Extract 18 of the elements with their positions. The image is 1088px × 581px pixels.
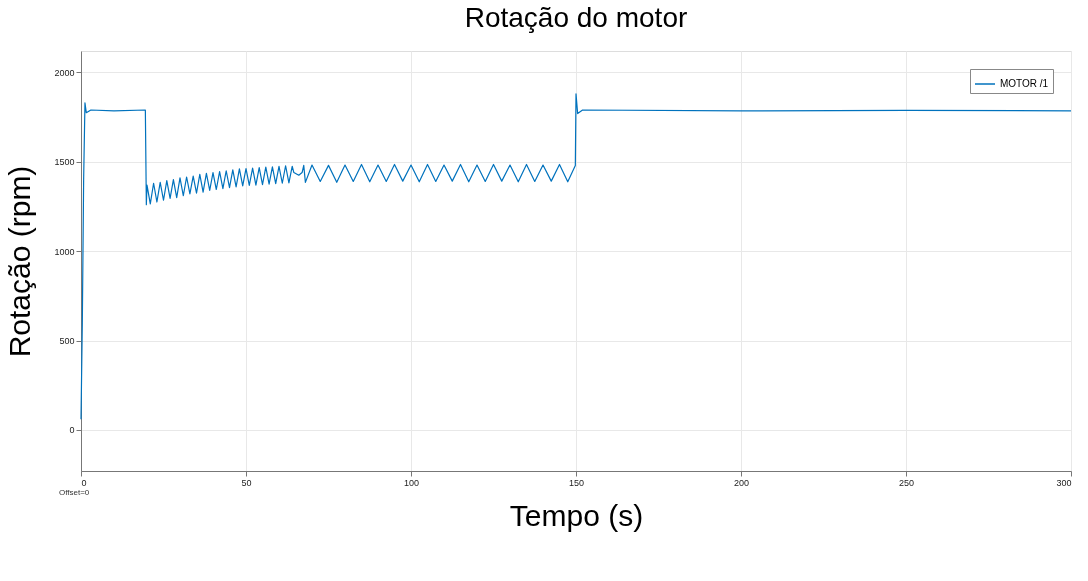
x-tick-label: 300: [1056, 477, 1072, 488]
legend-label: MOTOR /1: [1000, 78, 1049, 89]
y-tick-label: 500: [59, 336, 75, 347]
x-tick-label: 100: [403, 477, 420, 488]
y-tick-label: 1500: [54, 157, 75, 168]
x-axis-title: Tempo (s): [509, 498, 644, 532]
y-axis-title: Rotação (rpm): [3, 165, 37, 358]
chart-title: Rotação do motor: [464, 2, 688, 33]
y-tick-label: 0: [69, 425, 75, 436]
x-tick-label: 200: [733, 477, 750, 488]
line-series: [80, 93, 1072, 420]
y-tick-label: 2000: [54, 67, 75, 78]
y-tick-label: 1000: [54, 246, 75, 257]
x-tick-label: 150: [568, 477, 585, 488]
x-tick-label: 50: [241, 477, 252, 488]
text: Offset=0: [59, 488, 90, 497]
x-tick-label: 0: [81, 477, 87, 488]
x-tick-label: 250: [898, 477, 915, 488]
